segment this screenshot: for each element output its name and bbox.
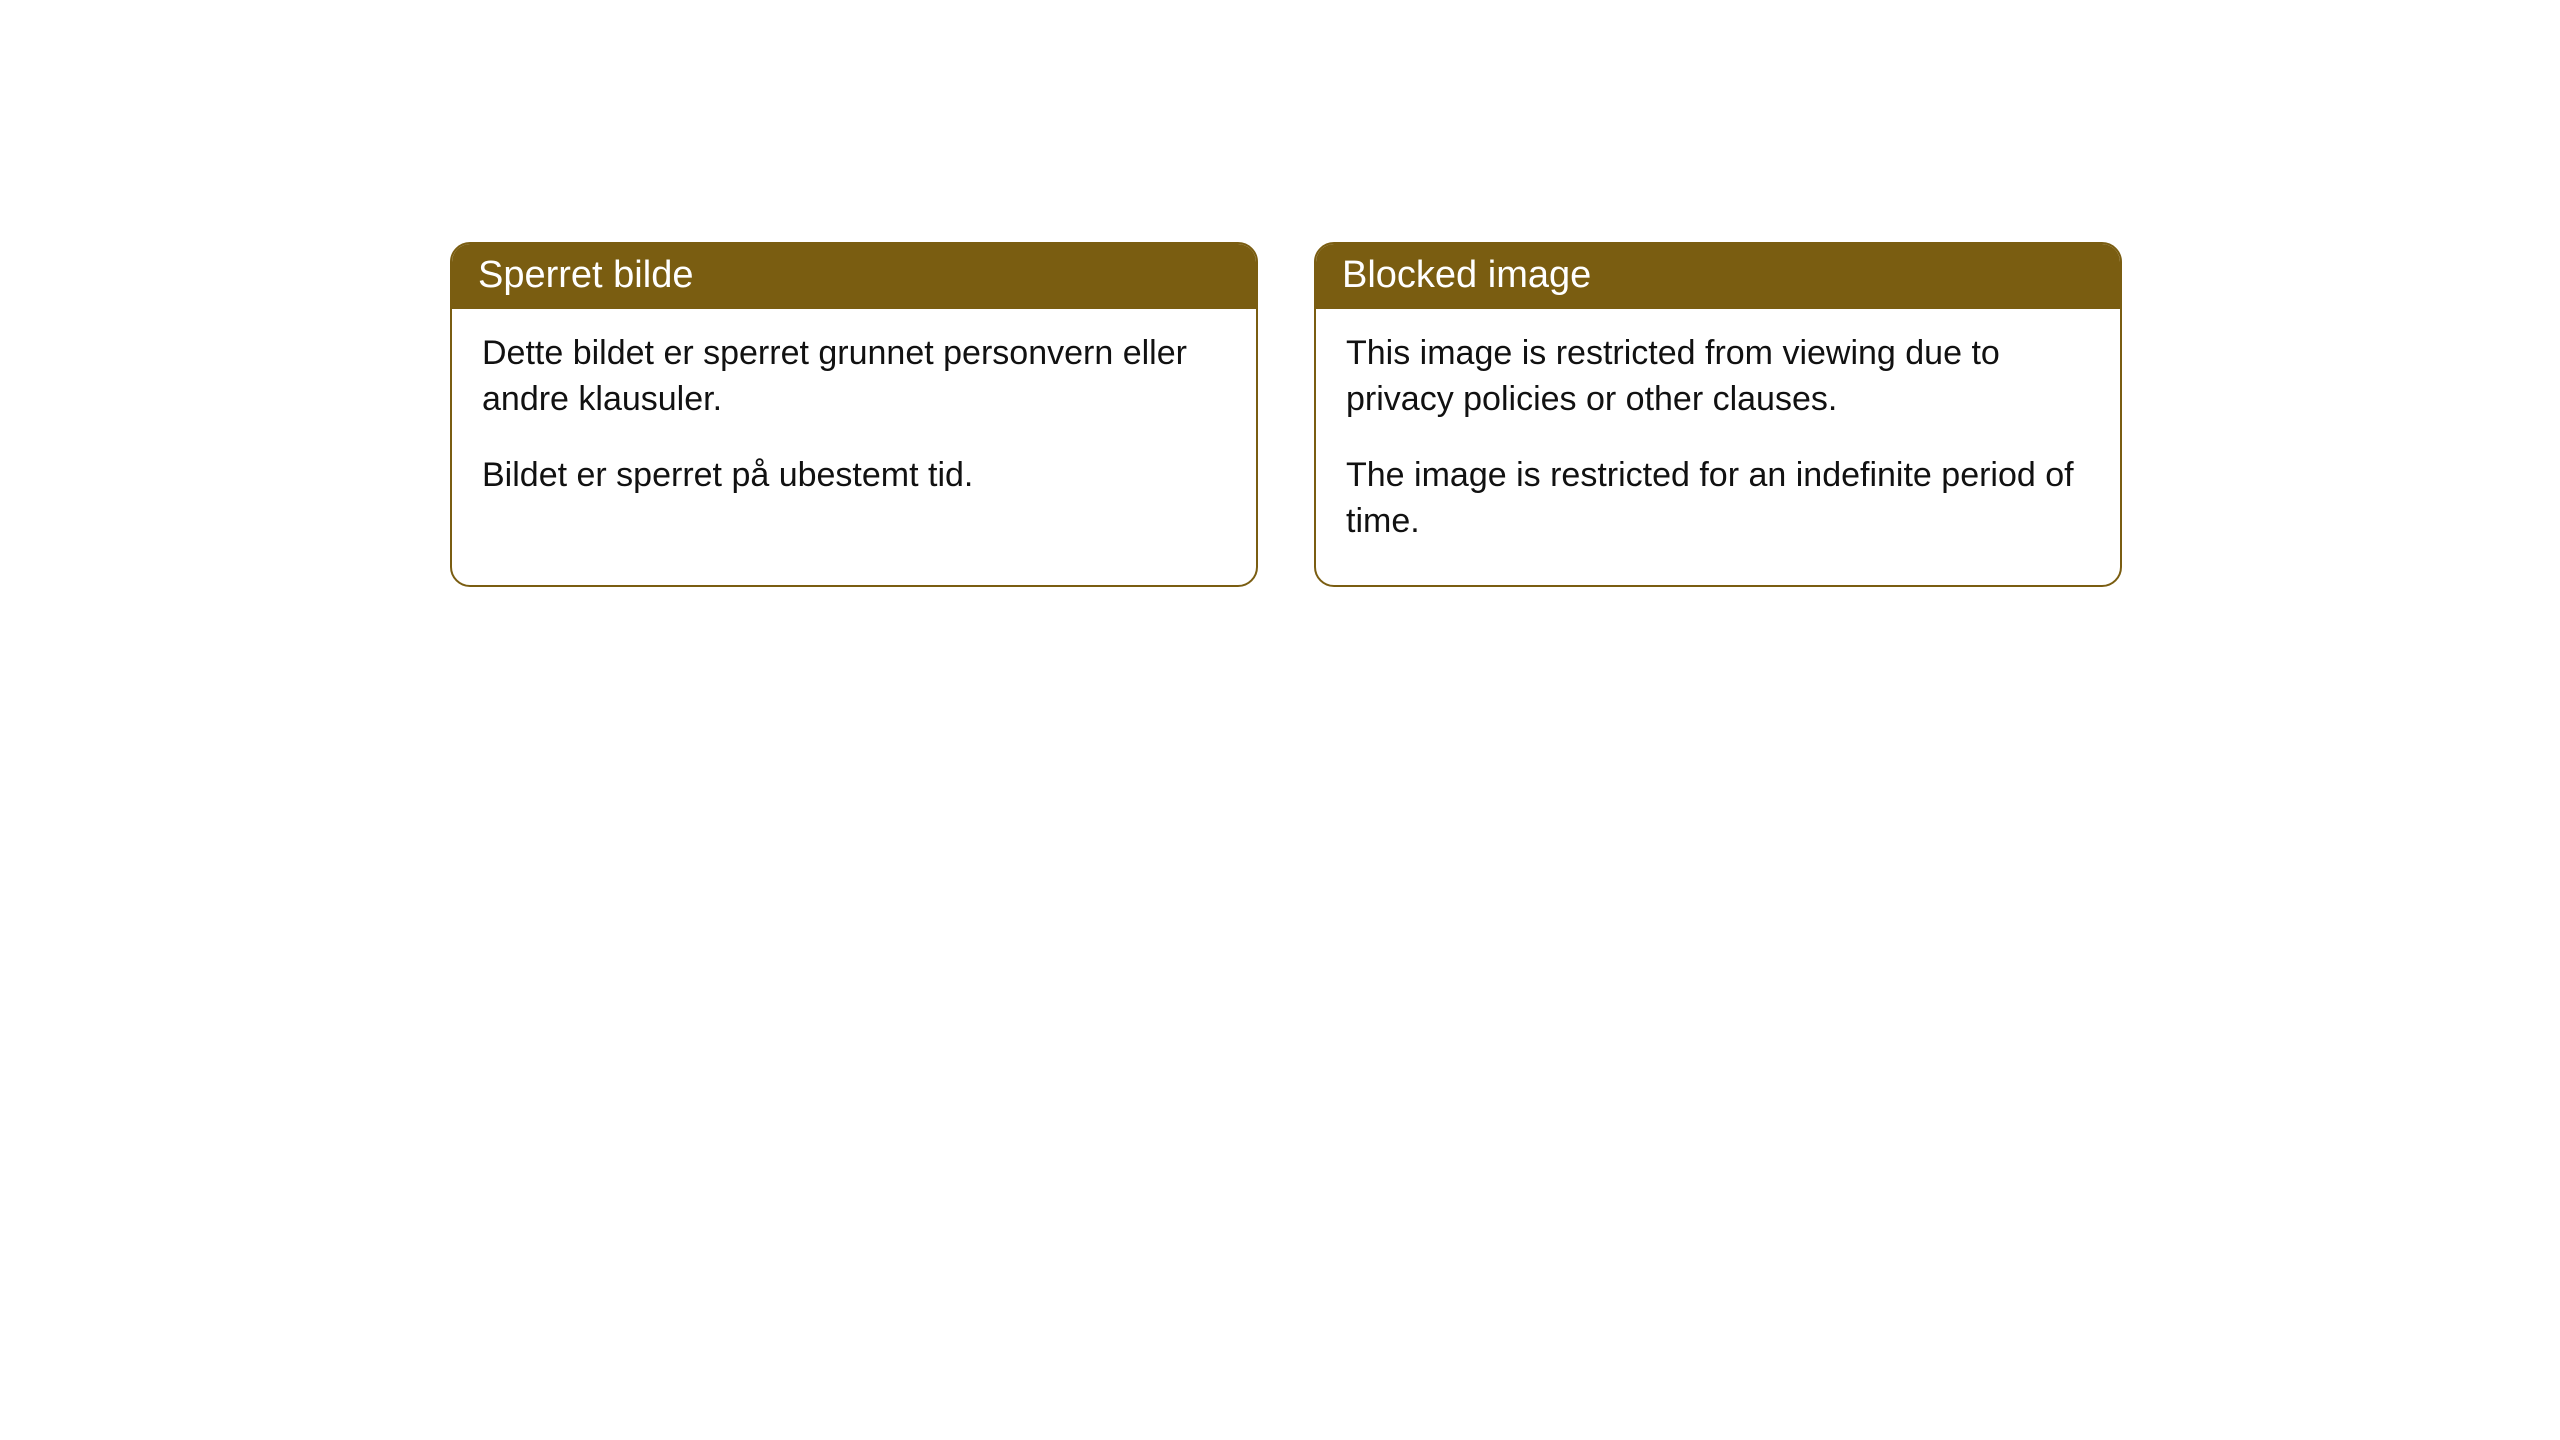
card-header-norwegian: Sperret bilde	[452, 244, 1256, 309]
card-header-english: Blocked image	[1316, 244, 2120, 309]
card-text-english-1: This image is restricted from viewing du…	[1346, 331, 2090, 423]
card-body-norwegian: Dette bildet er sperret grunnet personve…	[452, 309, 1256, 539]
card-body-english: This image is restricted from viewing du…	[1316, 309, 2120, 585]
cards-container: Sperret bilde Dette bildet er sperret gr…	[450, 242, 2122, 587]
blocked-image-card-norwegian: Sperret bilde Dette bildet er sperret gr…	[450, 242, 1258, 587]
blocked-image-card-english: Blocked image This image is restricted f…	[1314, 242, 2122, 587]
card-text-norwegian-2: Bildet er sperret på ubestemt tid.	[482, 453, 1226, 499]
card-text-norwegian-1: Dette bildet er sperret grunnet personve…	[482, 331, 1226, 423]
card-text-english-2: The image is restricted for an indefinit…	[1346, 453, 2090, 545]
